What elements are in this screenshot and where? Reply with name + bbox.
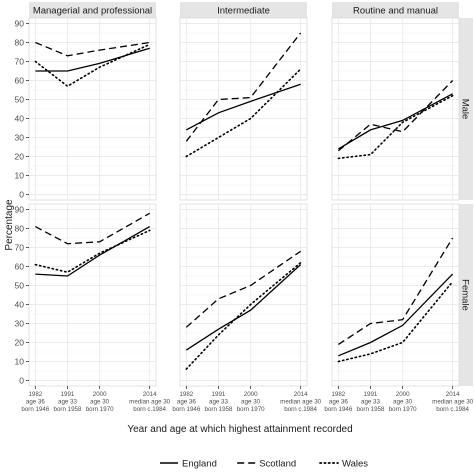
- y-tick-label: 10: [15, 357, 25, 367]
- legend-item-england: England: [160, 459, 217, 470]
- legend-item-wales: Wales: [319, 459, 368, 470]
- y-tick-label: 40: [15, 114, 25, 124]
- column-strip: [29, 2, 156, 18]
- panel: [179, 203, 308, 387]
- x-tick-label: 2014 median age 30 born c.1984: [280, 391, 321, 413]
- y-tick-label: 0: [19, 190, 24, 200]
- y-tick-label: 70: [15, 242, 25, 252]
- row-strip: [459, 18, 473, 200]
- y-tick-label: 50: [15, 94, 25, 104]
- series-line-england: [35, 47, 150, 72]
- column-strip: [332, 2, 459, 18]
- legend-label: England: [182, 459, 217, 470]
- column-strip-label: Routine and manual: [353, 6, 438, 17]
- y-tick-label: 30: [15, 133, 25, 143]
- series-line-wales: [34, 229, 151, 274]
- legend-item-scotland: Scotland: [237, 459, 296, 470]
- y-tick-label: 70: [15, 56, 25, 66]
- series-line-scotland: [337, 80, 454, 152]
- x-tick-label: 1982 age 36 born 1946: [21, 391, 49, 413]
- row-strip-label: Male: [460, 99, 471, 120]
- x-tick-label: 2000 age 30 born 1970: [237, 391, 265, 413]
- series-line-wales: [185, 261, 302, 370]
- x-tick-label: 1991 age 33 born 1958: [205, 391, 233, 413]
- series-line-england: [338, 273, 454, 357]
- y-tick-label: 40: [15, 300, 25, 310]
- legend-label: Wales: [342, 459, 368, 470]
- x-tick-label: 1991 age 33 born 1958: [54, 391, 82, 413]
- x-tick-label: 1982 age 36 born 1946: [172, 391, 200, 413]
- column-strip-label: Managerial and professional: [33, 6, 152, 17]
- legend: England Scotland Wales: [160, 459, 368, 470]
- series-line-wales: [185, 68, 302, 158]
- y-tick-label: 80: [15, 223, 25, 233]
- x-axis-title: Year and age at which highest attainment…: [127, 424, 352, 435]
- x-tick-label: 2000 age 30 born 1970: [389, 391, 417, 413]
- panel: [331, 17, 460, 201]
- x-tick-label: 2014 median age 30 born c.1984: [432, 391, 473, 413]
- series-line-england: [35, 226, 151, 277]
- x-tick-label: 2000 age 30 born 1970: [86, 391, 114, 413]
- row-strip: [459, 204, 473, 386]
- x-tick-label: 2014 median age 30 born c.1984: [129, 391, 170, 413]
- row-strip-label: Female: [460, 279, 471, 311]
- panel: [331, 203, 460, 387]
- series-line-scotland: [35, 41, 150, 57]
- panels-layer: Managerial and professional Intermediate R…: [15, 2, 474, 413]
- series-line-wales: [337, 280, 454, 363]
- x-tick-label: 1982 age 36 born 1946: [324, 391, 352, 413]
- y-tick-label: 20: [15, 152, 25, 162]
- series-line-scotland: [185, 250, 301, 328]
- panel: [28, 17, 157, 201]
- y-tick-label: 50: [15, 280, 25, 290]
- y-tick-label: 90: [15, 18, 25, 28]
- series-line-scotland: [185, 32, 302, 142]
- y-axis-title: Percentage: [4, 199, 15, 251]
- column-strip-label: Intermediate: [217, 6, 270, 17]
- y-tick-label: 10: [15, 171, 25, 181]
- y-tick-label: 60: [15, 261, 25, 271]
- y-tick-label: 60: [15, 75, 25, 85]
- y-tick-label: 80: [15, 37, 25, 47]
- legend-label: Scotland: [259, 459, 296, 470]
- series-line-england: [338, 93, 453, 150]
- y-tick-label: 30: [15, 319, 25, 329]
- panel: [28, 203, 157, 387]
- y-tick-label: 0: [19, 376, 24, 386]
- y-tick-label: 90: [15, 204, 25, 214]
- panel: [179, 17, 308, 201]
- x-tick-label: 1991 age 33 born 1958: [357, 391, 385, 413]
- column-strip: [180, 2, 307, 18]
- y-tick-label: 20: [15, 338, 25, 348]
